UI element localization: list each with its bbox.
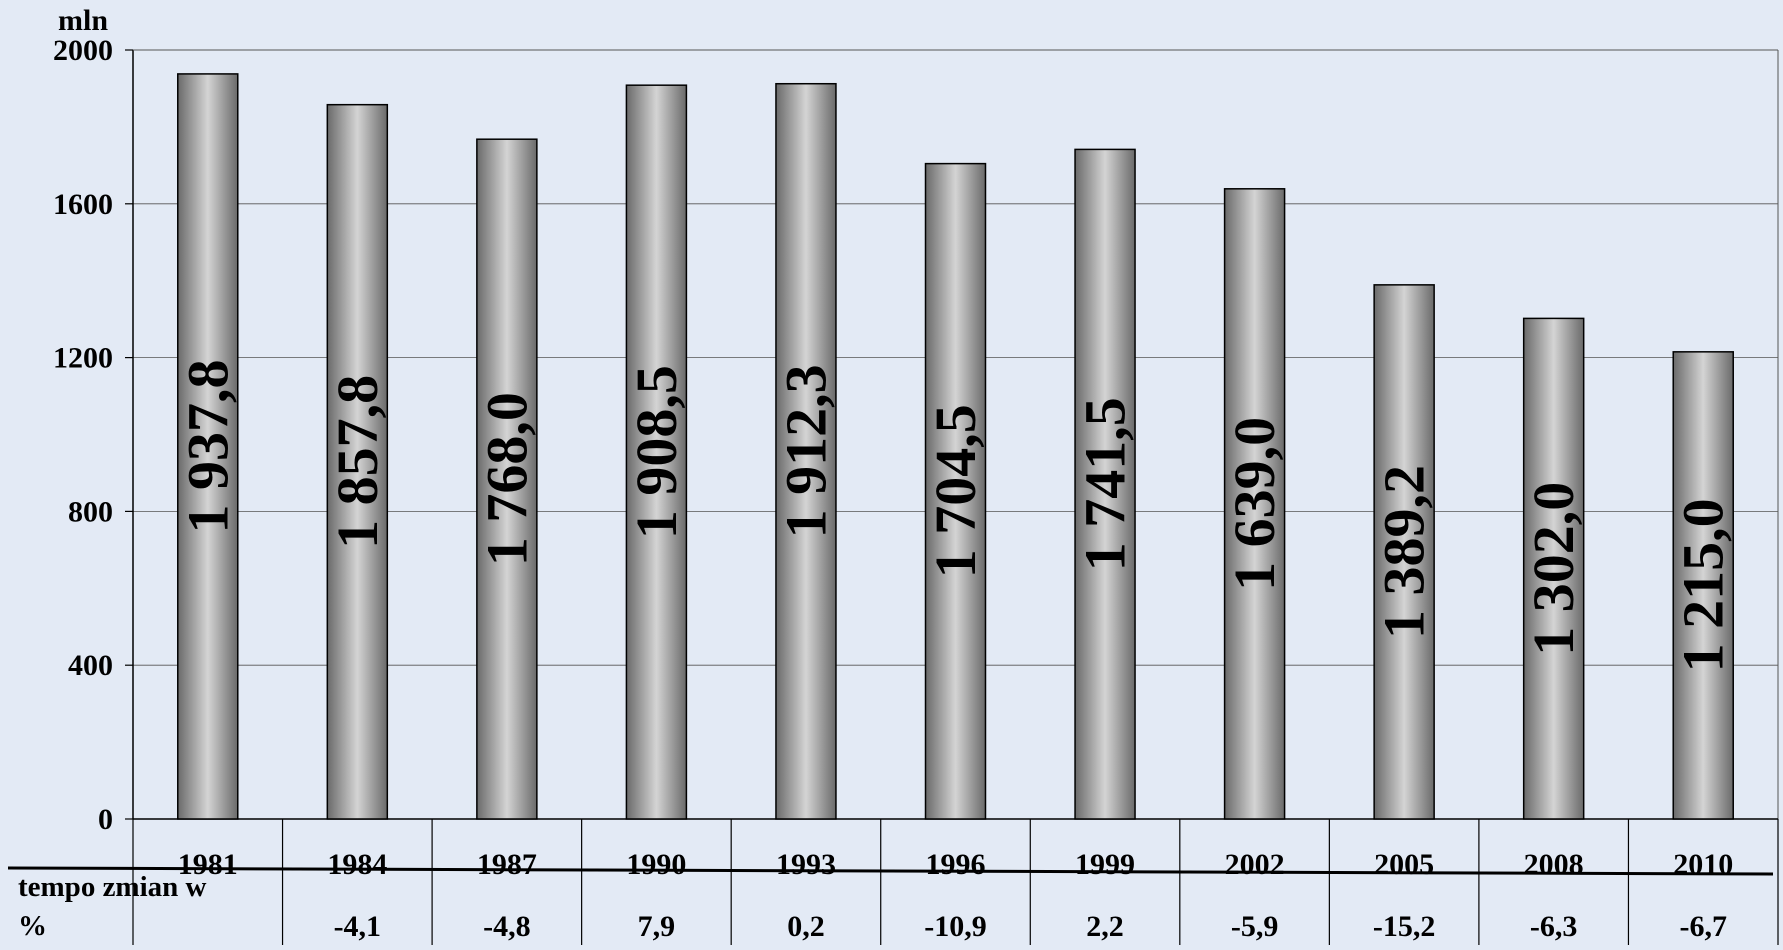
x-category-label: 1981 (178, 848, 238, 881)
y-tick-label: 1600 (53, 188, 113, 221)
change-rate-value: -15,2 (1373, 910, 1436, 943)
x-category-label: 2002 (1225, 848, 1285, 881)
x-category-label: 1993 (776, 848, 836, 881)
bar (177, 73, 239, 820)
table-header-divider (7, 866, 1774, 876)
change-rate-value: -6,7 (1679, 910, 1727, 943)
bar-value-label: 1 215,0 (1671, 498, 1736, 672)
bar-value-label: 1 704,5 (923, 404, 988, 578)
bar-value-label: 1 937,8 (175, 359, 240, 533)
y-tick-label: 400 (68, 649, 113, 682)
bar (326, 103, 389, 820)
y-axis-label: mln (58, 4, 108, 37)
bar (1672, 351, 1734, 820)
bars (177, 73, 1734, 820)
value-labels: 1 937,8 1 857,8 1 768,0 1 908,5 1 912,3 1 704… (175, 359, 1735, 672)
change-rate-value: -4,8 (483, 910, 531, 943)
bar (924, 162, 987, 820)
bar-value-label: 1 908,5 (624, 365, 689, 539)
x-category-label: 1999 (1075, 848, 1135, 881)
bar-value-label: 1 741,5 (1073, 397, 1138, 571)
change-rate-value: -4,1 (334, 910, 382, 943)
change-rate-value: 0,2 (787, 910, 825, 943)
bar (1074, 148, 1136, 820)
bar-value-label: 1 389,2 (1372, 465, 1437, 639)
y-tick-label: 1200 (53, 342, 113, 375)
x-category-label: 2010 (1673, 848, 1733, 881)
data-table: 1981 1984 1987 1990 1993 1996 1999 2002 2005 2008… (7, 819, 1779, 945)
x-category-label: 1987 (477, 848, 537, 881)
bar-value-label: 1 768,0 (474, 392, 539, 566)
change-rate-value: -5,9 (1231, 910, 1279, 943)
bar (476, 138, 538, 820)
table-row-header: tempo zmian w% (18, 871, 207, 942)
bar-value-label: 1 302,0 (1521, 482, 1586, 656)
change-rate-value: 2,2 (1086, 910, 1124, 943)
x-category-label: 1990 (626, 848, 686, 881)
change-rate-value: -6,3 (1530, 910, 1578, 943)
bar-value-label: 1 912,3 (773, 364, 838, 538)
x-category-label: 2008 (1524, 848, 1584, 881)
x-category-label: 1984 (327, 848, 387, 881)
bar-value-label: 1 857,8 (325, 375, 390, 549)
x-category-label: 2005 (1374, 848, 1434, 881)
bar (775, 82, 837, 820)
change-rate-value: -10,9 (924, 910, 987, 943)
bar-value-label: 1 639,0 (1222, 417, 1287, 591)
bar (1223, 188, 1286, 820)
y-tick-label: 0 (98, 803, 113, 836)
y-tick-label: 2000 (53, 34, 113, 67)
y-tick-label: 800 (68, 495, 113, 528)
bar (625, 84, 688, 820)
change-rate-value: 7,9 (638, 910, 676, 943)
bar (1373, 284, 1435, 820)
bar (1522, 317, 1585, 820)
x-category-label: 1996 (926, 848, 986, 881)
